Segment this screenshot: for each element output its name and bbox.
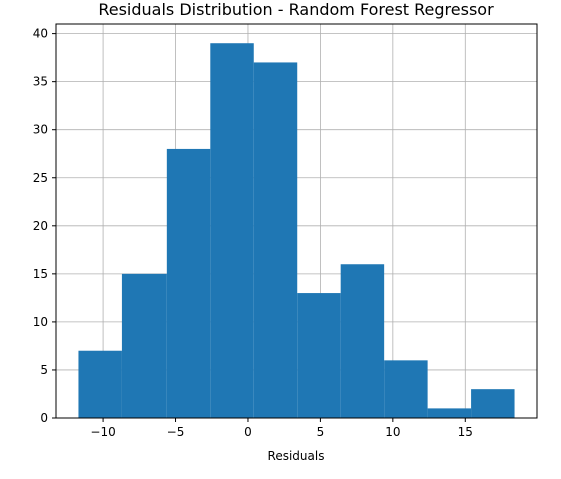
y-tick-label: 10 [33,315,48,329]
y-tick-label: 35 [33,75,48,89]
x-axis-ticks: −10 −5 0 5 10 15 [90,418,473,439]
y-tick-label: 40 [33,27,48,41]
y-axis-ticks: 0 5 10 15 20 25 30 35 40 [33,27,56,425]
x-tick-label: 15 [458,425,473,439]
histogram-bar [210,43,254,418]
x-tick-label: −5 [167,425,185,439]
histogram-bar [471,389,515,418]
plot-area-frame [55,23,538,419]
histogram-bar [427,408,472,418]
histogram-bar [78,350,122,418]
y-tick-label: 0 [40,411,48,425]
x-tick-label: 0 [244,425,252,439]
y-tick-label: 20 [33,219,48,233]
histogram-bar [297,293,341,418]
histogram-bar [166,148,211,419]
x-axis-label: Residuals [268,449,325,463]
y-tick-label: 15 [33,267,48,281]
histogram-bar [253,62,298,418]
y-tick-label: 30 [33,123,48,137]
y-tick-label: 25 [33,171,48,185]
x-tick-label: −10 [90,425,115,439]
histogram-bar [384,360,428,418]
x-tick-label: 10 [385,425,400,439]
histogram-bar [121,273,167,418]
histogram-bars [78,43,515,419]
y-tick-label: 5 [40,363,48,377]
x-tick-label: 5 [317,425,325,439]
chart-title: Residuals Distribution - Random Forest R… [98,0,494,19]
histogram-bar [340,264,385,418]
